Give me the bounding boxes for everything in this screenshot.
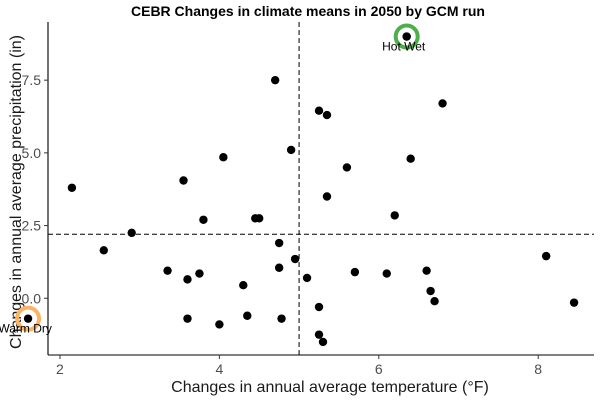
highlight-label: Hot Wet [382, 40, 426, 54]
data-point [67, 183, 77, 192]
data-point [426, 286, 435, 296]
data-point [183, 275, 192, 284]
data-point [541, 251, 551, 261]
y-tick-label: 7.5 [22, 72, 42, 88]
x-tick-label: 8 [534, 361, 542, 377]
data-point [274, 238, 284, 248]
data-point [322, 110, 332, 120]
data-point [99, 246, 108, 255]
highlight-point [402, 32, 411, 41]
data-point [390, 211, 399, 220]
data-point [438, 99, 447, 108]
x-tick-label: 2 [56, 361, 64, 377]
data-point [239, 281, 248, 290]
data-point [406, 154, 415, 163]
y-tick-label: 2.5 [22, 218, 42, 234]
data-point [286, 145, 296, 155]
data-point [270, 75, 280, 85]
data-point [302, 273, 312, 283]
chart-title: CEBR Changes in climate means in 2050 by… [131, 3, 485, 19]
y-tick-label: 0.0 [22, 290, 42, 306]
highlight-point [23, 314, 33, 323]
x-tick-label: 6 [375, 361, 383, 377]
data-point [219, 153, 228, 162]
data-point [314, 106, 324, 115]
data-point [127, 228, 136, 238]
data-point [290, 254, 300, 264]
data-point [314, 302, 324, 312]
data-point [350, 267, 360, 277]
data-point [318, 337, 328, 347]
data-point [243, 311, 252, 320]
highlight-label: Warm Dry [0, 322, 52, 336]
data-point [199, 215, 208, 224]
y-axis-label: Changes in annual average precipitation … [8, 35, 25, 349]
data-point [382, 269, 391, 278]
data-point [179, 176, 188, 185]
data-point [430, 296, 439, 306]
data-point [314, 330, 324, 339]
data-point [274, 263, 284, 272]
data-point [215, 320, 224, 329]
x-tick-label: 4 [215, 361, 223, 377]
data-point [422, 266, 431, 275]
data-point [163, 266, 172, 275]
data-point [569, 298, 579, 307]
highlight-ring [15, 305, 42, 332]
y-tick-label: 5.0 [22, 145, 42, 161]
data-point [277, 314, 286, 323]
data-point [195, 269, 204, 278]
plot-area: 2 4 6 8 0.0 2.5 5.0 7.5 Hot Wet Warm Dry [0, 22, 594, 377]
data-point [255, 214, 264, 223]
data-point [322, 192, 332, 201]
data-point [342, 163, 352, 172]
highlight-ring [393, 23, 420, 50]
data-point [183, 314, 192, 323]
x-axis-label: Changes in annual average temperature (°… [171, 379, 489, 396]
